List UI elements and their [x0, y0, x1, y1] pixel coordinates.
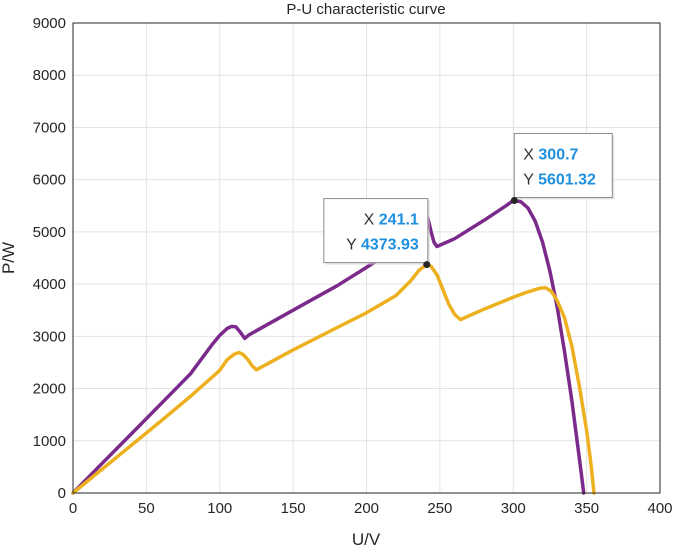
- x-tick-label: 400: [647, 500, 672, 517]
- x-tick-label: 0: [69, 500, 77, 517]
- x-tick-label: 350: [574, 500, 599, 517]
- datatip-value: 4373.93: [361, 237, 419, 254]
- datatip-value: 300.7: [538, 146, 578, 163]
- datatip-row: X 241.1: [364, 212, 419, 229]
- y-axis-title: P/W: [0, 242, 18, 274]
- datatip: X 241.1Y 4373.93: [323, 198, 430, 265]
- datatip-key: X: [364, 212, 379, 229]
- datatip-value: 5601.32: [538, 171, 596, 188]
- x-tick-label: 300: [501, 500, 526, 517]
- x-tick-label: 250: [427, 500, 452, 517]
- datatip: X 300.7Y 5601.32: [513, 132, 615, 200]
- y-tick-label: 3000: [33, 328, 66, 345]
- y-tick-label: 0: [58, 485, 66, 502]
- datatip-box: [323, 198, 429, 264]
- datatip-row: Y 4373.93: [346, 237, 419, 254]
- datatip-key: Y: [346, 237, 361, 254]
- datatip-row: X 300.7: [523, 146, 578, 163]
- y-tick-label: 2000: [33, 381, 66, 398]
- series-line-2: [71, 262, 596, 495]
- datatips: X 241.1Y 4373.93X 300.7Y 5601.32: [323, 132, 615, 269]
- y-tick-label: 8000: [33, 67, 66, 84]
- x-tick-label: 100: [207, 500, 232, 517]
- y-tick-label: 1000: [33, 433, 66, 450]
- x-tick-label: 200: [354, 500, 379, 517]
- plot-frame: [72, 22, 661, 494]
- datatip-row: Y 5601.32: [523, 171, 596, 188]
- x-tick-label: 50: [138, 500, 155, 517]
- datatip-box: [513, 132, 613, 198]
- datatip-key: X: [523, 146, 538, 163]
- tick-labels: 0 50 100 150 200 250 300 350 4000100020003000400…: [33, 15, 673, 517]
- x-tick-label: 150: [281, 500, 306, 517]
- datatip-key: Y: [523, 171, 538, 188]
- y-tick-label: 6000: [33, 172, 66, 189]
- datatip-marker: [423, 261, 431, 269]
- datatip-value: 241.1: [379, 212, 419, 229]
- y-tick-label: 7000: [33, 119, 66, 136]
- x-axis-title: U/V: [352, 530, 381, 547]
- datatip-marker: [510, 196, 518, 204]
- y-tick-label: 5000: [33, 224, 66, 241]
- y-tick-label: 4000: [33, 276, 66, 293]
- y-tick-label: 9000: [33, 15, 66, 32]
- chart-title: P-U characteristic curve: [286, 1, 445, 18]
